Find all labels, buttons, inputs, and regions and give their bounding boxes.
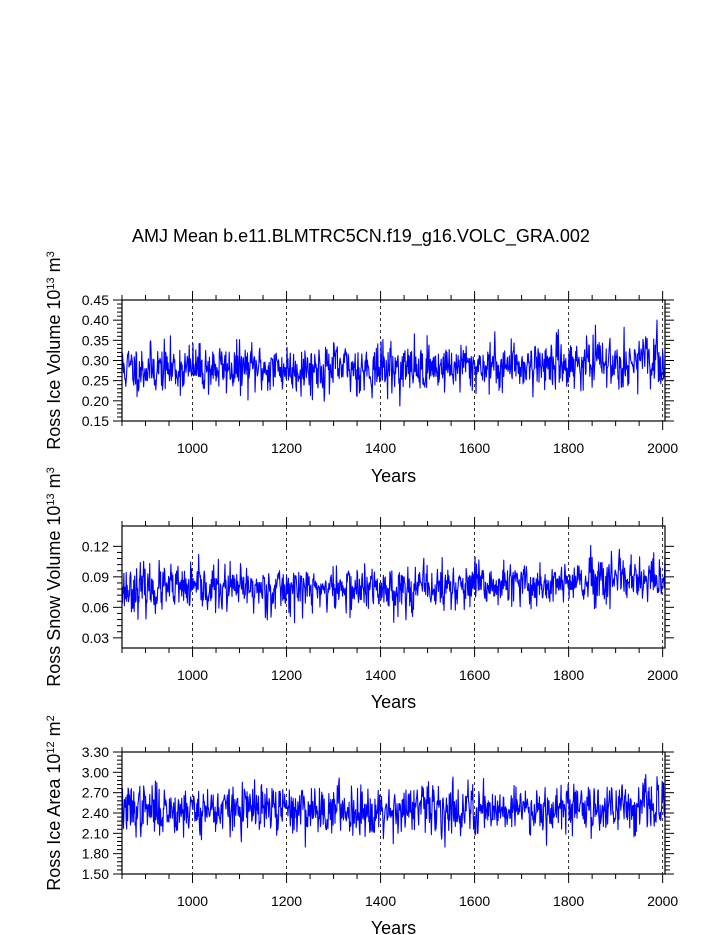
y-axis-label-part: m — [44, 473, 64, 493]
x-tick-label: 2000 — [647, 893, 678, 909]
chart-panels: 1000 1200 1400 1600 1800 2000 0.15 0.20 0.25 0.30… — [44, 251, 678, 935]
x-tick-label: 1600 — [459, 667, 490, 683]
x-axis-label: Years — [371, 466, 416, 486]
x-tick-label: 1800 — [553, 440, 584, 456]
chart-panel-2: 1000 1200 1400 1600 1800 2000 0.03 0.06 0.09 0.12… — [44, 467, 678, 712]
y-tick-label: 0.15 — [82, 413, 109, 429]
y-tick-label: 1.80 — [82, 846, 109, 862]
y-tick-label: 0.40 — [82, 312, 109, 328]
y-tick-label: 2.40 — [82, 805, 109, 821]
y-tick-label: 3.30 — [82, 744, 109, 760]
x-tick-label: 1800 — [553, 893, 584, 909]
y-tick-label: 0.03 — [82, 630, 109, 646]
y-axis-label-exponent: 13 — [45, 277, 57, 289]
y-axis-label-exponent: 3 — [45, 251, 57, 257]
x-tick-label: 2000 — [647, 667, 678, 683]
x-tick-label: 1200 — [271, 440, 302, 456]
x-tick-label: 1400 — [365, 440, 396, 456]
x-tick-label: 2000 — [647, 440, 678, 456]
y-axis-label: Ross Ice Area 1012 m2 — [44, 715, 64, 890]
y-tick-label: 1.50 — [82, 866, 109, 882]
series-line-2 — [121, 544, 666, 624]
x-axis-label: Years — [371, 692, 416, 712]
y-axis-label-part: m — [44, 721, 64, 741]
x-tick-label: 1000 — [177, 667, 208, 683]
y-tick-label: 0.09 — [82, 569, 109, 585]
y-axis-label-part: Ross Ice Volume 10 — [44, 290, 64, 450]
x-axis-label: Years — [371, 918, 416, 935]
plot-frame — [121, 525, 666, 649]
y-axis-label-part: Ross Snow Volume 10 — [44, 506, 64, 687]
x-tick-label: 1200 — [271, 893, 302, 909]
y-axis-label-exponent: 3 — [45, 467, 57, 473]
y-axis-label-exponent: 2 — [45, 715, 57, 721]
y-tick-label: 3.00 — [82, 764, 109, 780]
y-tick-label: 0.35 — [82, 332, 109, 348]
y-axis-label-part: m — [44, 257, 64, 277]
x-tick-label: 1600 — [459, 440, 490, 456]
y-tick-label: 0.20 — [82, 393, 109, 409]
y-tick-label: 0.45 — [82, 292, 109, 308]
y-axis-label-exponent: 13 — [45, 493, 57, 505]
series-line-3 — [121, 774, 666, 848]
y-tick-label: 0.06 — [82, 599, 109, 615]
y-tick-label: 2.10 — [82, 825, 109, 841]
chart-title: AMJ Mean b.e11.BLMTRC5CN.f19_g16.VOLC_GR… — [132, 226, 590, 247]
chart-panel-3: 1000 1200 1400 1600 1800 2000 1.50 1.80 2.10 2.40… — [44, 715, 678, 935]
y-tick-label: 2.70 — [82, 785, 109, 801]
x-tick-label: 1000 — [177, 893, 208, 909]
y-axis-label: Ross Snow Volume 1013 m3 — [44, 467, 64, 686]
x-tick-label: 1200 — [271, 667, 302, 683]
y-axis-label: Ross Ice Volume 1013 m3 — [44, 251, 64, 449]
chart-panel-1: 1000 1200 1400 1600 1800 2000 0.15 0.20 0.25 0.30… — [44, 251, 678, 486]
y-tick-label: 0.25 — [82, 373, 109, 389]
x-tick-label: 1400 — [365, 893, 396, 909]
y-tick-label: 0.30 — [82, 353, 109, 369]
x-tick-label: 1600 — [459, 893, 490, 909]
y-tick-label: 0.12 — [82, 538, 109, 554]
y-axis-label-exponent: 12 — [45, 741, 57, 753]
x-tick-label: 1000 — [177, 440, 208, 456]
y-axis-label-part: Ross Ice Area 10 — [44, 754, 64, 891]
x-tick-label: 1800 — [553, 667, 584, 683]
x-tick-label: 1400 — [365, 667, 396, 683]
series-line-1 — [121, 319, 666, 407]
